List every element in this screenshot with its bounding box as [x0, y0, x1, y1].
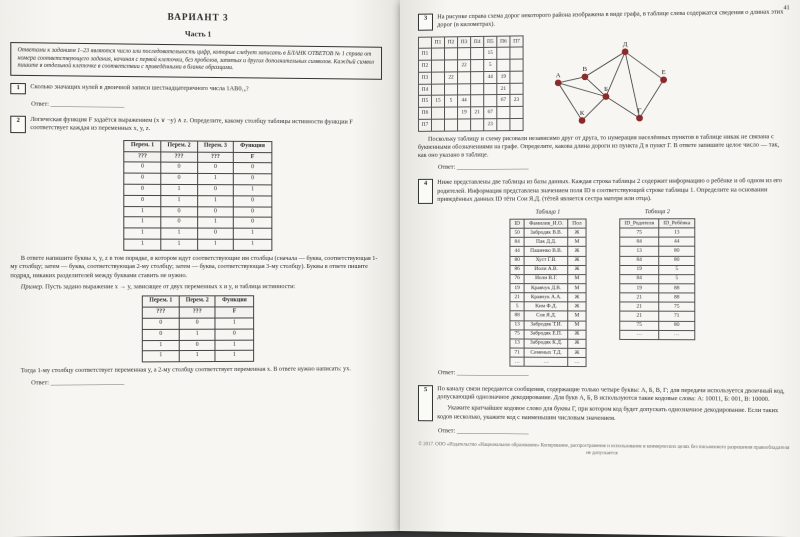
roads-table: П1П2П3П4П5П6П7П115П2225П3224419П421П5155…: [418, 35, 524, 132]
question-number: 1: [10, 83, 26, 94]
answer-line: Ответ: _______________________: [438, 427, 790, 439]
answer-line: Ответ: _______________________: [31, 100, 382, 112]
question-5: 5 По каналу связи передаются сообщения, …: [418, 385, 790, 425]
q3-figure-wrap: П1П2П3П4П5П6П7П115П2225П3224419П421П5155…: [418, 32, 790, 132]
svg-text:Д: Д: [623, 41, 628, 48]
question-text: Логическая функция F задаётся выражением…: [30, 116, 382, 136]
q2-post-text: В ответе напишите буквы x, y, z в том по…: [10, 255, 382, 281]
svg-text:Е: Е: [662, 69, 666, 76]
truth-table-main: Перем. 1Перем. 2Перем. 3Функция?????????…: [124, 140, 272, 251]
answer-line: Ответ: _______________________: [31, 377, 382, 388]
svg-text:Б: Б: [604, 85, 608, 92]
answer-line: Ответ: _______________________: [438, 370, 790, 381]
instructions-box: Ответами к заданиям 1–23 являются число …: [10, 42, 382, 79]
question-number: 3: [418, 14, 433, 31]
svg-text:А: А: [556, 72, 561, 79]
right-page: 41 3 На рисунке справа схема дорог некот…: [400, 0, 800, 537]
truth-table-example: Перем. 1Перем. 2Функция??????F0010101011…: [142, 296, 254, 363]
question-number: 5: [418, 385, 433, 422]
question-number: 2: [10, 116, 26, 133]
question-1: 1 Сколько значащих нулей в двоичной запи…: [10, 83, 382, 98]
left-page: ВАРИАНТ 3 Часть 1 Ответами к заданиям 1–…: [0, 0, 400, 537]
q3-after: Поскольку таблицу и схему рисовали незав…: [418, 133, 790, 161]
question-text: Сколько значащих нулей в двоичной записи…: [30, 83, 382, 97]
svg-text:К: К: [580, 109, 585, 116]
copyright-footer: © 2017. ООО «Издательство «Национальное …: [418, 443, 790, 460]
db-table-1: IDФамилия_И.О.Пол50Забродяк В.В.Ж84Пак Д…: [509, 219, 586, 368]
question-text: Ниже представлены две таблицы из базы да…: [437, 177, 789, 204]
variant-title: ВАРИАНТ 3: [10, 8, 382, 26]
table2-caption: Таблица 2: [619, 209, 695, 217]
svg-text:Г: Г: [638, 107, 642, 114]
question-number: 4: [418, 179, 433, 204]
road-graph: А Б В Г Д Е К: [530, 33, 683, 131]
question-2: 2 Логическая функция F задаётся выражени…: [10, 116, 382, 136]
db-tables-wrap: Таблица 1 IDФамилия_И.О.Пол50Забродяк В.…: [418, 209, 790, 369]
answer-line: Ответ: _______________________: [438, 161, 790, 171]
table1-caption: Таблица 1: [509, 210, 586, 218]
question-text: На рисунке справа схема дорог некоторого…: [437, 8, 789, 30]
question-text: По каналу связи передаются сообщения, со…: [437, 385, 789, 425]
svg-text:В: В: [583, 66, 588, 73]
example-after: Тогда 1-му столбцу соответствует перемен…: [10, 365, 382, 376]
example-para: Пример. Пусть задано выражение x → y, за…: [10, 283, 382, 292]
page-number: 41: [783, 4, 789, 12]
question-4: 4 Ниже представлены две таблицы из базы …: [418, 177, 790, 204]
db-table-2: ID_РодителяID_Ребёнка7513844413808480195…: [619, 218, 695, 340]
part-title: Часть 1: [10, 27, 382, 42]
question-3: 3 На рисунке справа схема дорог некоторо…: [418, 8, 790, 30]
